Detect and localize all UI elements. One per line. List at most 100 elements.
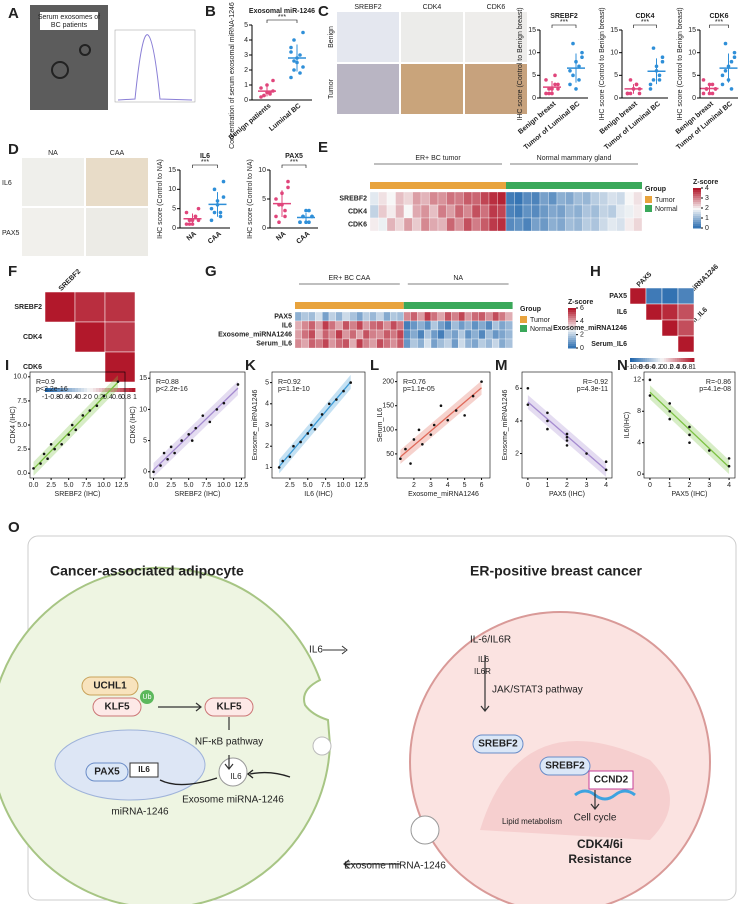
point bbox=[81, 414, 85, 417]
colorbar bbox=[81, 388, 85, 392]
colorbar bbox=[105, 388, 109, 392]
x-tick-label: 5.0 bbox=[64, 482, 74, 489]
point bbox=[53, 447, 56, 451]
heat-cell bbox=[342, 320, 350, 331]
heat-cell bbox=[539, 191, 549, 206]
heat-cell bbox=[437, 329, 445, 340]
heat-cell bbox=[454, 217, 464, 232]
point bbox=[32, 467, 35, 470]
colorbar bbox=[693, 204, 701, 207]
point bbox=[688, 433, 691, 437]
point bbox=[277, 466, 281, 469]
colorbar bbox=[666, 358, 669, 362]
heat-cell bbox=[342, 329, 350, 340]
regression-line bbox=[278, 381, 352, 467]
y-tick-label: 15 bbox=[139, 375, 147, 382]
point bbox=[577, 78, 581, 82]
heat-cell bbox=[349, 320, 357, 331]
point bbox=[187, 222, 192, 226]
point bbox=[67, 433, 71, 436]
heat-cell bbox=[437, 338, 445, 349]
heat-cell bbox=[505, 217, 515, 232]
row-label: IL6 bbox=[617, 309, 627, 316]
panel-letter: G bbox=[205, 263, 217, 280]
row-label: SREBF2 bbox=[339, 195, 367, 202]
heat-cell bbox=[294, 329, 302, 340]
x-tick-label: 2.5 bbox=[285, 482, 295, 489]
heat-cell bbox=[498, 338, 506, 349]
heat-cell bbox=[369, 329, 377, 340]
heat-cell bbox=[362, 311, 370, 322]
y-tick-label: 10 bbox=[528, 50, 536, 57]
label: Ub bbox=[143, 694, 152, 701]
heat-cell bbox=[417, 329, 425, 340]
heat-cell bbox=[458, 320, 466, 331]
heat-cell bbox=[430, 338, 438, 349]
heat-cell bbox=[430, 311, 438, 322]
colorbar bbox=[568, 346, 576, 349]
colorbar bbox=[78, 388, 82, 392]
z-tick-label: 3 bbox=[705, 195, 709, 202]
heat-cell bbox=[437, 320, 445, 331]
colorbar bbox=[66, 388, 70, 392]
heat-cell bbox=[395, 191, 405, 206]
x-tick-label: Luminal BC bbox=[268, 103, 302, 133]
colorbar bbox=[638, 358, 642, 362]
heat-cell bbox=[403, 329, 411, 340]
corr-cell bbox=[677, 319, 695, 337]
y-tick-label: 5 bbox=[172, 206, 176, 213]
point bbox=[429, 433, 433, 436]
colorbar bbox=[642, 358, 646, 362]
heat-cell bbox=[328, 329, 336, 340]
heat-cell bbox=[410, 311, 418, 322]
point bbox=[707, 449, 711, 452]
y-axis-label: Exosome_miRNA1246 bbox=[252, 389, 259, 460]
x-tick-label: 12.5 bbox=[115, 482, 129, 489]
x-tick-label: 0.0 bbox=[29, 482, 39, 489]
colorbar bbox=[90, 388, 94, 392]
point bbox=[283, 214, 287, 219]
heat-cell bbox=[386, 191, 396, 206]
y-axis-label: Concentration of serum exosomal miRNA-12… bbox=[229, 0, 236, 149]
point bbox=[222, 401, 226, 405]
heat-cell bbox=[485, 338, 493, 349]
p-label: p=4.1e-08 bbox=[699, 386, 731, 393]
point bbox=[259, 95, 263, 99]
p-label: p=4.3e-11 bbox=[577, 386, 608, 393]
corr-cell bbox=[677, 303, 695, 321]
heat-cell bbox=[451, 338, 459, 349]
heat-cell bbox=[386, 204, 396, 219]
row-label: CDK4 bbox=[23, 334, 42, 341]
point bbox=[571, 41, 575, 46]
point bbox=[298, 71, 302, 75]
point bbox=[201, 414, 205, 417]
panel-letter: A bbox=[8, 5, 19, 22]
point bbox=[628, 91, 633, 96]
diag-label: SREBF2 bbox=[58, 268, 83, 293]
colorbar bbox=[693, 222, 701, 225]
point bbox=[471, 394, 475, 398]
heat-cell bbox=[396, 320, 404, 331]
heat-cell bbox=[446, 191, 456, 206]
heat-cell bbox=[464, 338, 472, 349]
stain-label: SREBF2 bbox=[354, 4, 381, 11]
heat-cell bbox=[362, 338, 370, 349]
colorbar bbox=[568, 330, 576, 333]
sig-bracket bbox=[633, 24, 657, 28]
panel-letter: I bbox=[5, 357, 9, 374]
heat-cell bbox=[565, 204, 575, 219]
z-tick-label: 2 bbox=[580, 332, 584, 339]
point bbox=[209, 206, 214, 211]
point bbox=[544, 78, 548, 82]
colorbar bbox=[691, 358, 695, 362]
label-box bbox=[40, 12, 98, 30]
colorbar bbox=[655, 358, 659, 362]
heat-cell bbox=[633, 204, 643, 219]
srebf2-box bbox=[472, 734, 524, 754]
point bbox=[301, 30, 305, 35]
heat-cell bbox=[463, 191, 473, 206]
corr-cell bbox=[44, 291, 76, 323]
heat-cell bbox=[301, 338, 309, 349]
point bbox=[568, 69, 572, 73]
